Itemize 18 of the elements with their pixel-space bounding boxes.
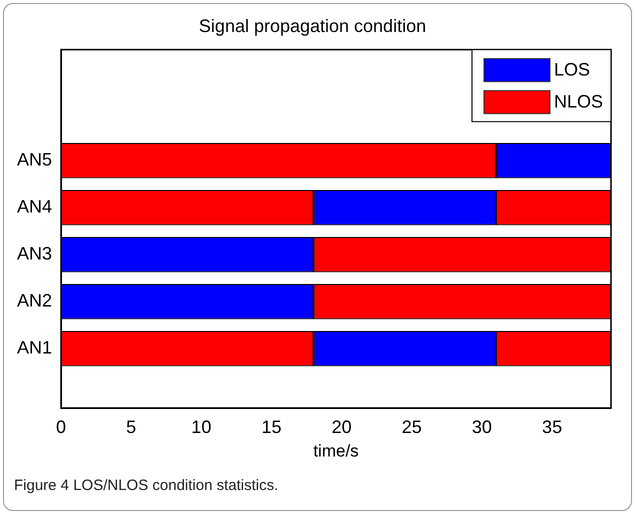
y-tick-label: AN5 (17, 150, 52, 170)
x-tick-label: 20 (332, 416, 352, 437)
y-tick-label: AN4 (17, 196, 52, 217)
legend-label: LOS (554, 60, 590, 80)
x-tick-label: 30 (472, 416, 492, 437)
x-tick-label: 25 (402, 416, 422, 437)
x-tick-label: 15 (261, 416, 282, 437)
x-tick-label: 0 (56, 416, 66, 437)
caption: Figure 4 LOS/NLOS condition statistics. (14, 477, 278, 494)
chart-title: Signal propagation condition (198, 16, 426, 36)
x-tick-label: 10 (191, 416, 212, 437)
x-axis-title: time/s (313, 441, 359, 460)
y-tick-label: AN2 (17, 290, 52, 311)
legend-label: NLOS (554, 92, 604, 112)
x-tick-label: 5 (126, 416, 136, 437)
y-tick-label: AN1 (17, 338, 52, 358)
y-tick-label: AN3 (17, 244, 52, 264)
x-tick-label: 35 (542, 416, 562, 437)
